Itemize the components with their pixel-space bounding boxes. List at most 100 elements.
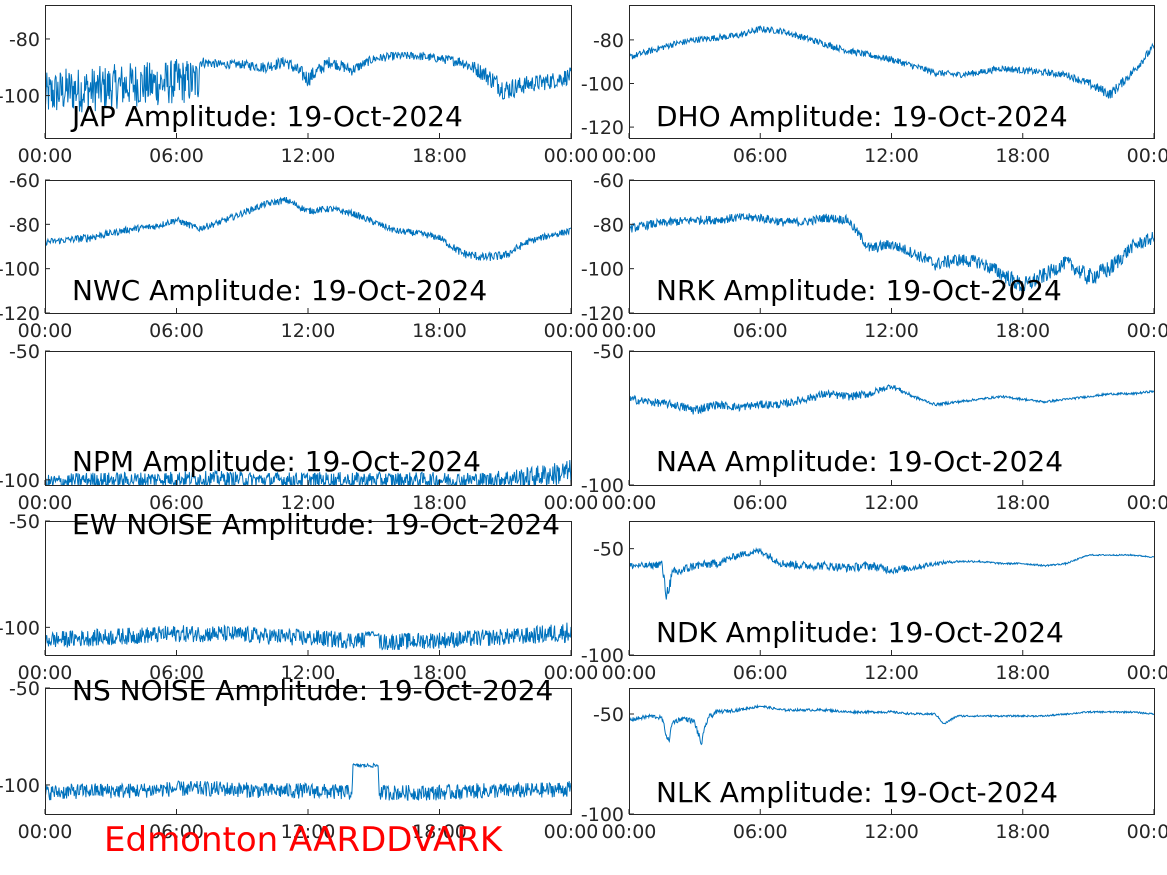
x-tick-label: 12:00: [281, 662, 336, 684]
y-tick-label: -50: [593, 341, 624, 363]
panel-title: NLK Amplitude: 19-Oct-2024: [656, 776, 1058, 809]
x-tick-label: 18:00: [995, 145, 1050, 167]
x-tick-label: 06:00: [733, 320, 788, 342]
x-tick-label: 00:00: [18, 320, 73, 342]
panel-5: 00:00 06:00 12:00 18:00 00:00 -50 -100 NPM Ampl…: [0, 341, 598, 514]
axes-box: [45, 180, 572, 314]
x-tick-label: 18:00: [412, 320, 467, 342]
x-tick-label: 12:00: [864, 821, 919, 843]
y-tick-label: -100: [0, 775, 40, 797]
y-tick-label: -100: [0, 470, 40, 492]
panel-2: 00:00 06:00 12:00 18:00 00:00 -80 -100 -120 DHO …: [581, 5, 1167, 167]
x-tick-label: 18:00: [412, 821, 467, 843]
panel-7: 00:00 06:00 12:00 18:00 00:00 -50 -100 EW NOISE…: [0, 508, 598, 684]
axes-box: [629, 521, 1155, 656]
panel-title: NAA Amplitude: 19-Oct-2024: [656, 445, 1063, 478]
axes-box: [629, 180, 1155, 314]
x-tick-label: 18:00: [995, 821, 1050, 843]
x-tick-label: 18:00: [995, 492, 1050, 514]
y-tick-label: -120: [581, 303, 624, 325]
panel-4: 00:00 06:00 12:00 18:00 00:00 -60 -80 -100 -120 N…: [581, 170, 1167, 342]
x-tick-label: 12:00: [864, 492, 919, 514]
axes-box: [45, 351, 572, 486]
panel-title: NDK Amplitude: 19-Oct-2024: [656, 616, 1064, 649]
x-tick-label: 00:00: [544, 492, 599, 514]
x-tick-label: 00:00: [1127, 821, 1167, 843]
x-tick-label: 18:00: [412, 662, 467, 684]
y-tick-label: -100: [0, 617, 40, 639]
x-tick-label: 00:00: [1127, 145, 1167, 167]
y-tick-label: -100: [0, 259, 40, 281]
x-tick-label: 00:00: [1127, 662, 1167, 684]
y-tick-label: -80: [9, 29, 40, 51]
y-tick-label: -100: [581, 259, 624, 281]
x-tick-label: 12:00: [864, 145, 919, 167]
panel-title: NWC Amplitude: 19-Oct-2024: [72, 274, 487, 307]
y-tick-label: -50: [9, 511, 40, 533]
x-tick-label: 18:00: [412, 145, 467, 167]
x-tick-label: 18:00: [995, 662, 1050, 684]
x-tick-label: 06:00: [149, 662, 204, 684]
x-tick-label: 06:00: [149, 492, 204, 514]
x-tick-label: 00:00: [602, 492, 657, 514]
y-tick-label: -120: [581, 117, 624, 139]
x-tick-label: 12:00: [281, 821, 336, 843]
x-tick-label: 06:00: [733, 145, 788, 167]
x-tick-label: 00:00: [544, 662, 599, 684]
x-tick-label: 18:00: [995, 320, 1050, 342]
series-line: [45, 196, 571, 262]
figure-caption: Edmonton AARDDVARK: [104, 820, 503, 860]
x-tick-label: 12:00: [281, 492, 336, 514]
x-tick-label: 00:00: [544, 145, 599, 167]
axes-box: [629, 688, 1155, 815]
panel-title: NPM Amplitude: 19-Oct-2024: [72, 445, 481, 478]
y-tick-label: -100: [581, 645, 624, 667]
x-tick-label: 06:00: [149, 821, 204, 843]
x-tick-label: 00:00: [544, 320, 599, 342]
axes-box: [629, 351, 1155, 486]
x-tick-label: 00:00: [1127, 492, 1167, 514]
y-tick-label: -80: [593, 214, 624, 236]
y-tick-label: -80: [9, 214, 40, 236]
x-tick-label: 18:00: [412, 492, 467, 514]
panel-title: NRK Amplitude: 19-Oct-2024: [656, 274, 1062, 307]
axes-box: [45, 688, 572, 815]
y-tick-label: -100: [0, 86, 40, 108]
series-line: [45, 622, 571, 651]
x-tick-label: 00:00: [1127, 320, 1167, 342]
x-tick-label: 00:00: [602, 821, 657, 843]
panel-title: DHO Amplitude: 19-Oct-2024: [656, 100, 1068, 133]
x-tick-label: 06:00: [733, 662, 788, 684]
panel-6: 00:00 06:00 12:00 18:00 00:00 -50 -100 NAA Ampl…: [581, 341, 1167, 514]
y-tick-label: -100: [581, 475, 624, 497]
panel-3: 00:00 06:00 12:00 18:00 00:00 -60 -80 -100 -120 N…: [0, 170, 598, 342]
series-line: [629, 546, 1154, 600]
series-line: [629, 213, 1154, 292]
x-tick-label: 00:00: [602, 662, 657, 684]
x-tick-label: 00:00: [18, 821, 73, 843]
axes-box: [45, 521, 572, 656]
y-tick-label: -50: [593, 539, 624, 561]
y-tick-label: -80: [593, 30, 624, 52]
y-tick-label: -60: [9, 170, 40, 192]
panel-8: 00:00 06:00 12:00 18:00 00:00 -50 -100 NDK Ampl…: [581, 521, 1167, 684]
axes-box: [45, 5, 572, 139]
x-tick-label: 00:00: [602, 145, 657, 167]
x-tick-label: 12:00: [281, 145, 336, 167]
series-line: [45, 51, 571, 113]
series-line: [629, 703, 1154, 746]
x-tick-label: 12:00: [864, 662, 919, 684]
x-tick-label: 06:00: [149, 145, 204, 167]
x-tick-label: 12:00: [864, 320, 919, 342]
x-tick-label: 00:00: [18, 492, 73, 514]
x-tick-label: 06:00: [733, 821, 788, 843]
y-tick-label: -120: [0, 303, 40, 325]
x-tick-label: 00:00: [602, 320, 657, 342]
y-tick-label: -100: [581, 804, 624, 826]
panel-title: EW NOISE Amplitude: 19-Oct-2024: [72, 508, 560, 541]
panel-title: JAP Amplitude: 19-Oct-2024: [70, 100, 463, 133]
x-tick-label: 06:00: [733, 492, 788, 514]
series-line: [629, 24, 1154, 99]
x-tick-label: 00:00: [18, 662, 73, 684]
